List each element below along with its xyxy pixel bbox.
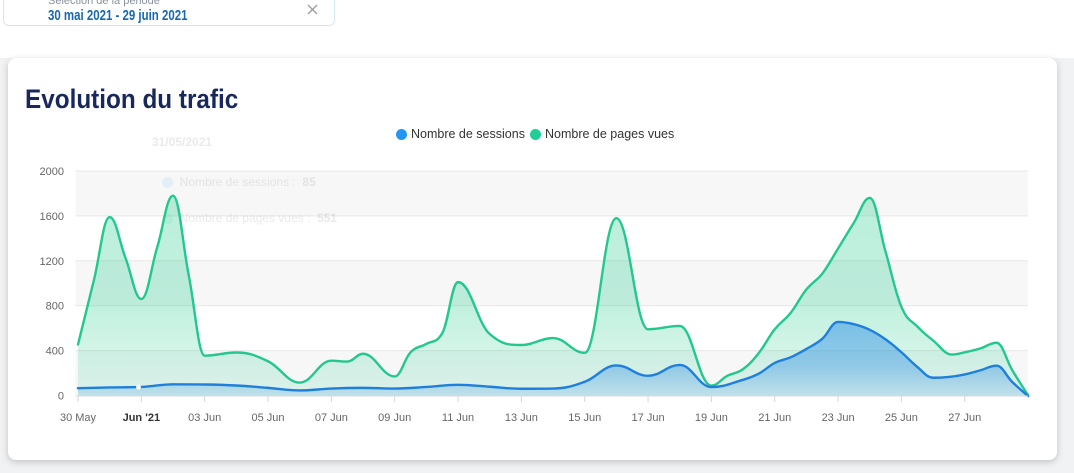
- svg-text:27 Jun: 27 Jun: [948, 412, 981, 424]
- svg-text:13 Jun: 13 Jun: [505, 412, 538, 424]
- svg-text:07 Jun: 07 Jun: [315, 412, 348, 424]
- svg-text:400: 400: [46, 346, 64, 358]
- svg-text:30 May: 30 May: [60, 412, 97, 424]
- svg-text:05 Jun: 05 Jun: [252, 412, 285, 424]
- svg-text:1600: 1600: [40, 211, 64, 223]
- svg-text:25 Jun: 25 Jun: [885, 412, 918, 424]
- svg-text:23 Jun: 23 Jun: [822, 412, 855, 424]
- svg-text:800: 800: [46, 301, 64, 313]
- svg-text:17 Jun: 17 Jun: [632, 412, 665, 424]
- svg-text:19 Jun: 19 Jun: [695, 412, 728, 424]
- svg-text:03 Jun: 03 Jun: [188, 412, 221, 424]
- svg-text:09 Jun: 09 Jun: [378, 412, 411, 424]
- svg-text:11 Jun: 11 Jun: [442, 412, 474, 424]
- svg-text:1200: 1200: [40, 256, 64, 268]
- svg-text:15 Jun: 15 Jun: [568, 412, 601, 424]
- svg-text:Jun '21: Jun '21: [123, 412, 160, 424]
- svg-text:2000: 2000: [40, 166, 64, 178]
- svg-text:0: 0: [58, 391, 64, 403]
- svg-text:21 Jun: 21 Jun: [758, 412, 791, 424]
